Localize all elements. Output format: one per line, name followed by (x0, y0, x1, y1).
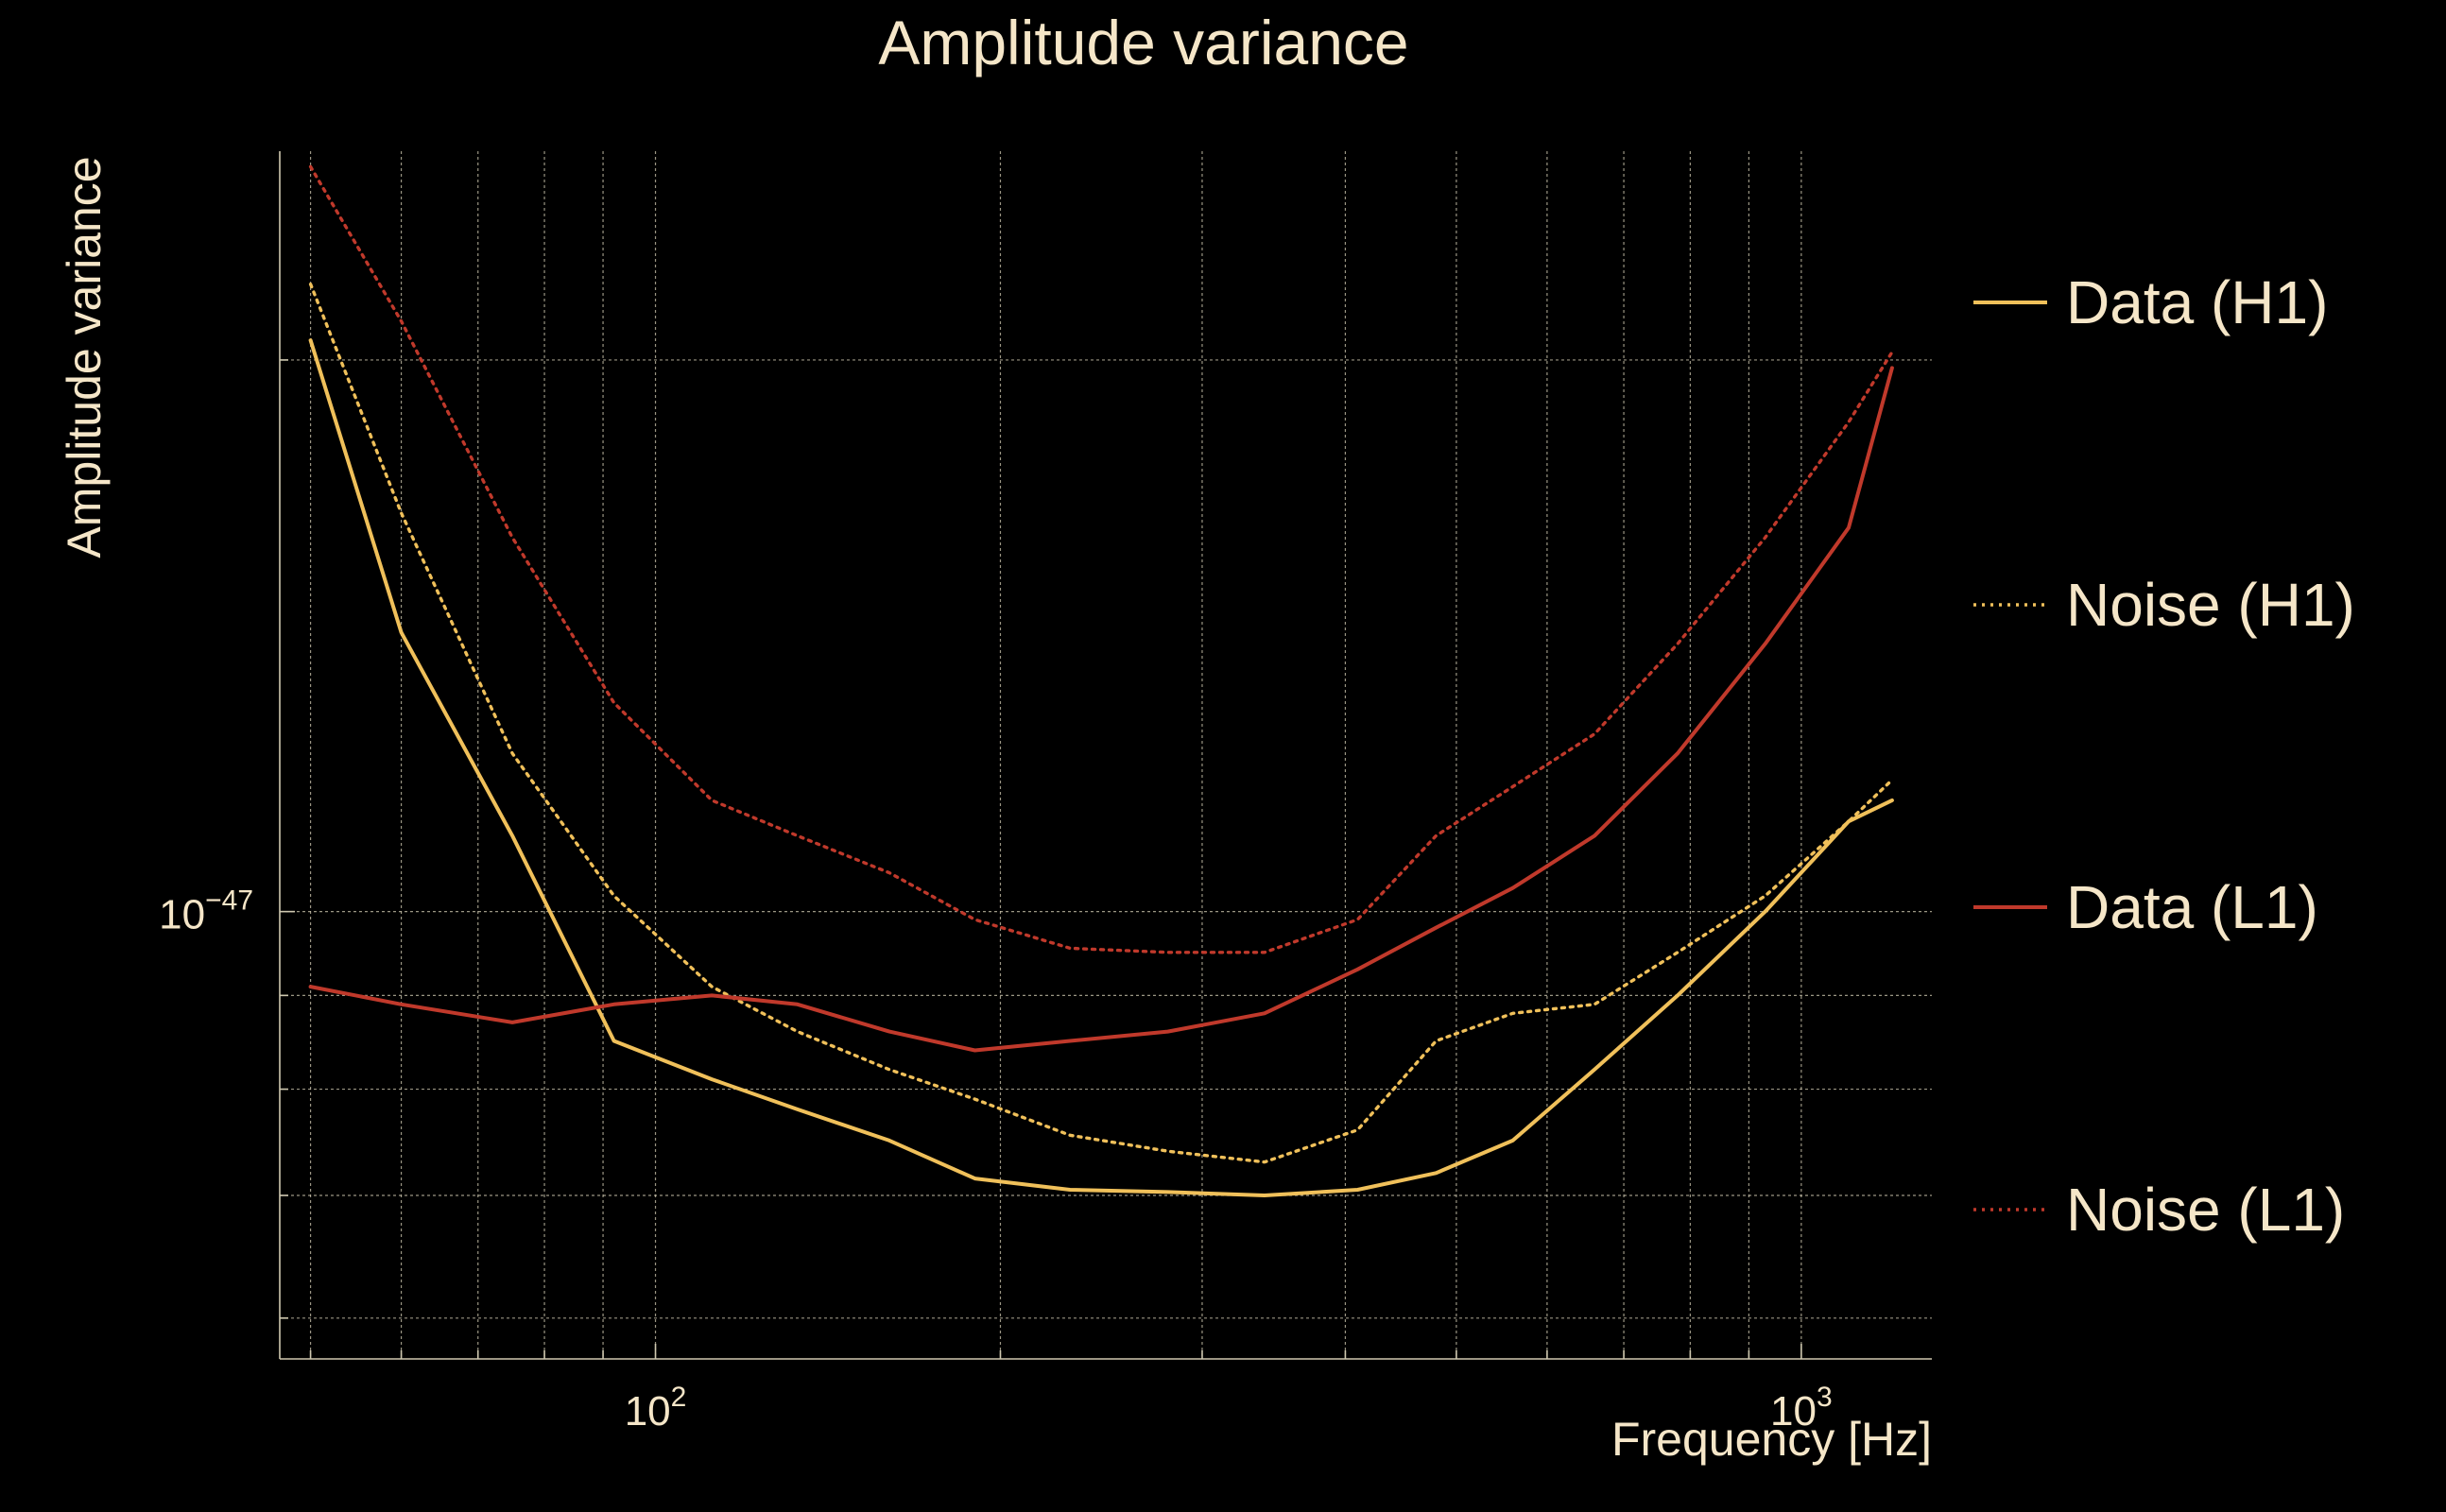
x-tick-label: 102 (625, 1382, 687, 1435)
y-tick-label: 10−47 (159, 885, 253, 938)
legend-label-3: Noise (L1) (2066, 1176, 2345, 1244)
legend-label-2: Data (L1) (2066, 873, 2318, 941)
series-line-3 (308, 164, 1894, 954)
series-line-1 (308, 283, 1894, 1164)
axes (279, 151, 1932, 1360)
chart-title: Amplitude variance (878, 8, 1408, 77)
series-line-2 (308, 366, 1894, 1053)
x-tick-label: 103 (1770, 1382, 1833, 1435)
x-axis-label: Frequency [Hz] (1611, 1413, 1932, 1466)
plot-series (308, 164, 1894, 1197)
series-line-0 (308, 338, 1894, 1197)
legend: Data (H1) Noise (H1) Data (L1) Noise (L1) (1973, 268, 2355, 1244)
grid (280, 151, 1932, 1359)
legend-label-1: Noise (H1) (2066, 571, 2355, 639)
tick-labels: 102 103 10−47 (159, 885, 1833, 1435)
legend-label-0: Data (H1) (2066, 268, 2328, 336)
y-axis-label: Amplitude variance (58, 156, 111, 558)
